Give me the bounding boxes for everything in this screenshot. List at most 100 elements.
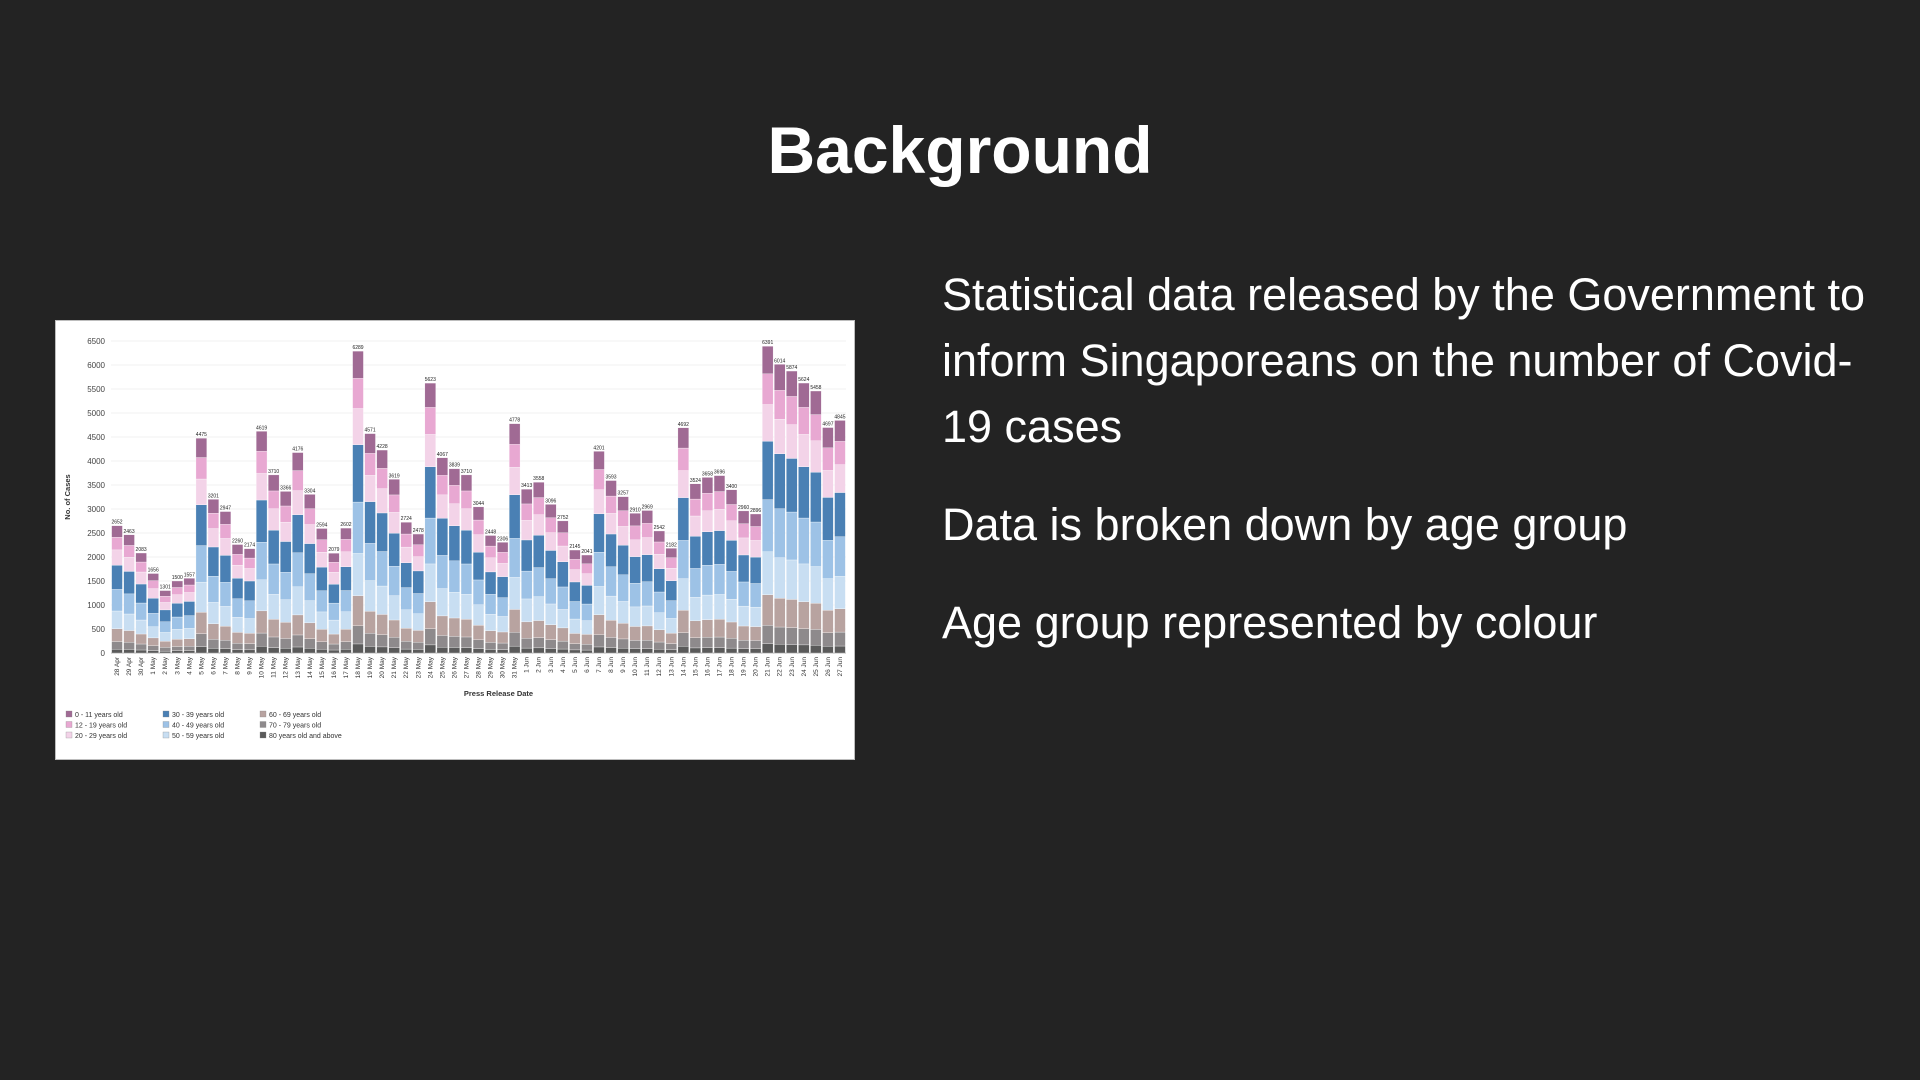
bar-segment <box>641 625 653 641</box>
bar-segment <box>123 571 135 595</box>
bar-segment <box>388 565 400 596</box>
bar-segment <box>424 517 436 565</box>
bar-segment <box>243 600 256 619</box>
bar-segment <box>171 603 183 618</box>
bar-segment <box>268 594 280 620</box>
bar-segment <box>412 556 424 572</box>
bar-total-label: 2306 <box>497 536 508 542</box>
bar-segment <box>460 529 473 565</box>
bar-segment <box>569 601 581 620</box>
x-tick-label: 24 Jun <box>801 657 808 677</box>
bar-segment <box>484 630 497 643</box>
bar-segment <box>256 499 268 543</box>
bar-segment <box>810 603 822 630</box>
bar-total-label: 4571 <box>364 428 375 434</box>
bar-segment <box>581 554 593 564</box>
legend-label: 12 - 19 years old <box>75 723 127 730</box>
bar-segment <box>641 648 653 654</box>
bar-segment <box>581 585 593 605</box>
bar-segment <box>412 593 424 614</box>
bar-segment <box>629 583 641 608</box>
y-tick-label: 3000 <box>87 505 105 514</box>
legend-label: 80 years old and above <box>269 733 342 740</box>
bar-segment <box>123 534 135 546</box>
bar-segment <box>762 551 774 595</box>
bar-segment <box>750 648 762 654</box>
bar-segment <box>641 640 653 649</box>
bar-total-label: 2969 <box>642 504 653 510</box>
x-tick-label: 25 May <box>439 656 446 678</box>
bar-segment <box>292 470 304 491</box>
bar-segment <box>268 529 280 565</box>
bar-segment <box>665 618 677 634</box>
bar-segment <box>834 492 846 537</box>
bar-segment <box>701 493 714 511</box>
bar-segment <box>472 648 485 654</box>
bar-total-label: 6289 <box>352 345 363 351</box>
bar-segment <box>497 631 509 644</box>
bullet-age-group: Data is broken down by age group <box>942 499 1628 550</box>
bar-segment <box>159 590 171 597</box>
bar-segment <box>412 630 424 643</box>
bar-segment <box>328 572 340 585</box>
bar-segment <box>762 404 774 442</box>
bar-segment <box>484 535 497 547</box>
bar-segment <box>219 640 232 649</box>
legend-label: 70 - 79 years old <box>269 723 321 730</box>
x-tick-label: 18 Jun <box>729 657 736 677</box>
bar-segment <box>545 578 557 605</box>
bar-segment <box>762 373 774 405</box>
bar-total-label: 4228 <box>377 444 388 450</box>
bar-segment <box>147 637 159 646</box>
bar-segment <box>448 592 460 619</box>
bar-segment <box>171 616 183 630</box>
bar-total-label: 2724 <box>401 516 412 522</box>
bar-segment <box>774 626 786 645</box>
bar-segment <box>171 587 183 595</box>
bar-segment <box>569 618 581 634</box>
x-tick-label: 17 May <box>343 656 350 678</box>
bar-segment <box>159 621 171 633</box>
chart-panel: 0 500 1000 1500 2000 2500 3000 3500 4000 4500 5000… <box>55 320 855 760</box>
bar-segment <box>653 568 665 593</box>
bar-segment <box>581 644 593 651</box>
bar-segment <box>328 643 340 651</box>
bar-segment <box>545 624 557 640</box>
x-tick-label: 5 Jun <box>572 657 579 673</box>
bar-segment <box>183 646 195 651</box>
x-tick-label: 16 Jun <box>704 657 711 677</box>
bar-segment <box>183 615 195 629</box>
bar-segment <box>786 559 798 600</box>
bar-total-label: 3839 <box>449 463 460 469</box>
bar-segment <box>798 517 810 565</box>
bar-segment <box>147 650 159 654</box>
bar-total-label: 2260 <box>232 539 243 545</box>
bar-segment <box>207 499 219 514</box>
bar-segment <box>328 633 340 645</box>
bar-segment <box>400 628 412 642</box>
bar-segment <box>774 453 786 509</box>
bar-segment <box>617 574 629 602</box>
bar-segment <box>677 646 689 654</box>
bar-segment <box>147 626 159 639</box>
bar-segment <box>207 623 219 640</box>
bar-total-label: 3710 <box>268 469 279 475</box>
bar-total-label: 3400 <box>726 484 737 490</box>
x-tick-label: 29 May <box>488 656 495 678</box>
y-tick-label: 0 <box>101 649 106 658</box>
bar-segment <box>798 434 810 467</box>
bar-segment <box>798 601 810 629</box>
bar-segment <box>786 627 798 645</box>
x-tick-label: 10 Jun <box>632 657 639 677</box>
bar-total-label: 2174 <box>244 543 255 549</box>
bar-segment <box>256 451 268 474</box>
bar-segment <box>195 646 207 654</box>
bar-segment <box>256 646 268 654</box>
bar-segment <box>280 491 292 507</box>
bar-segment <box>256 579 268 612</box>
x-tick-label: 21 Jun <box>765 657 772 677</box>
bar-segment <box>400 648 412 654</box>
legend-label: 0 - 11 years old <box>75 712 123 719</box>
y-tick-label: 3500 <box>87 481 105 490</box>
bar-segment <box>509 645 521 654</box>
